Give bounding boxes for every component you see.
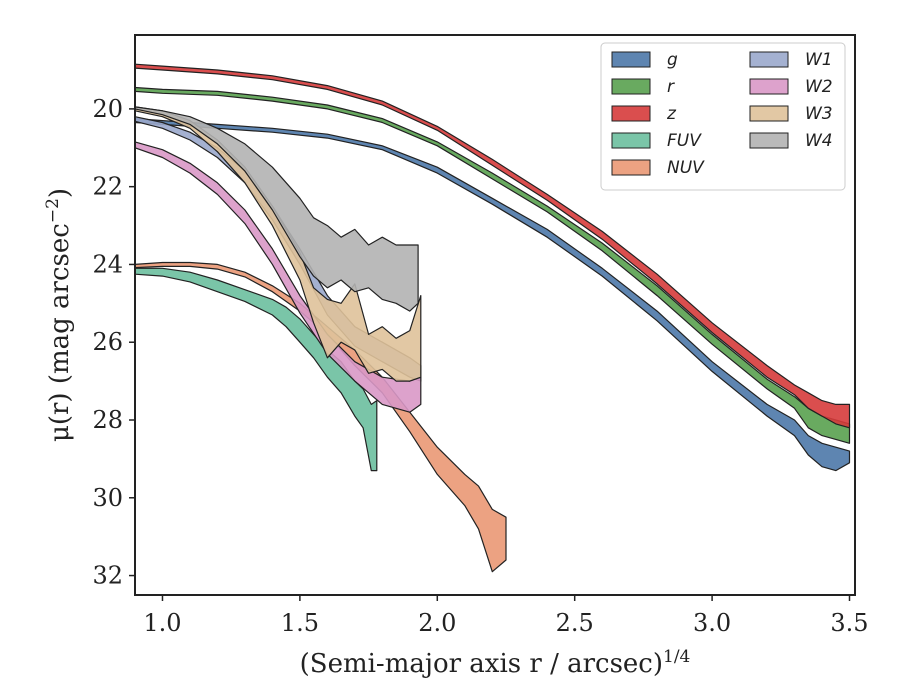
x-tick-label: 2.0 (418, 609, 456, 637)
legend-swatch-w3 (749, 105, 789, 122)
legend-label-w3: W3 (805, 104, 833, 124)
axis-ticks: 1.0 1.5 2.0 2.5 3.0 3.5 20 22 24 26 28 30 32 (92, 95, 868, 637)
legend-swatch-w2 (749, 78, 789, 95)
band-w2 (134, 141, 422, 413)
y-tick-label: 20 (92, 95, 123, 123)
legend-label-r: r (667, 77, 675, 97)
legend-swatch-w1 (749, 51, 789, 68)
x-tick-label: 2.5 (556, 609, 594, 637)
x-tick-label: 3.0 (693, 609, 731, 637)
y-tick-label: 30 (92, 484, 123, 512)
legend-swatch-r (611, 78, 651, 95)
y-tick-label: 22 (92, 173, 123, 201)
y-tick-label: 26 (92, 328, 123, 356)
legend-swatch-z (611, 105, 651, 122)
legend-label-g: g (667, 50, 678, 70)
legend-label-z: z (666, 104, 677, 124)
band-z (134, 63, 851, 429)
legend-swatch-fuv (611, 132, 651, 149)
y-tick-label: 32 (92, 562, 123, 590)
legend-swatch-g (611, 51, 651, 68)
x-axis-label: (Semi-major axis r / arcsec)1/4 (300, 647, 691, 679)
y-tick-label: 28 (92, 406, 123, 434)
legend: grz FUV NUV W1 W2 W3 W4 (600, 42, 846, 191)
x-tick-label: 3.5 (830, 609, 868, 637)
y-tick-label: 24 (92, 250, 123, 278)
band-g (134, 118, 851, 472)
legend-label-nuv: NUV (667, 158, 705, 178)
plot-frame (134, 34, 856, 596)
legend-label-fuv: FUV (667, 131, 702, 151)
legend-label-w4: W4 (805, 131, 833, 151)
legend-swatch-nuv (611, 159, 651, 176)
legend-swatch-w4 (749, 132, 789, 149)
x-tick-label: 1.5 (281, 609, 319, 637)
band-r (134, 86, 851, 444)
profile-bands (134, 63, 851, 573)
legend-label-w1: W1 (805, 50, 833, 70)
band-fuv (134, 267, 378, 472)
legend-label-w2: W2 (805, 77, 833, 97)
band-w4 (134, 106, 419, 312)
x-tick-label: 1.0 (143, 609, 181, 637)
y-axis-label: μ(r) (mag arcsec−2) (43, 188, 75, 442)
